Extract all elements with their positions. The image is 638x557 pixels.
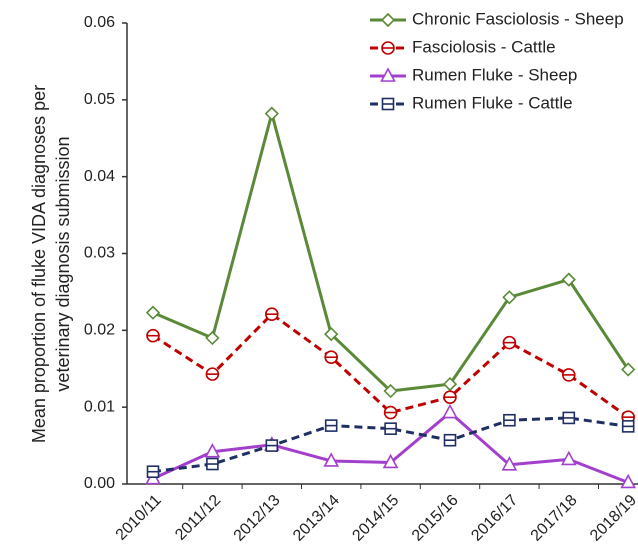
- point: [442, 376, 458, 392]
- series-line: [152, 112, 630, 393]
- x-tick-label: 2017/18: [528, 492, 581, 545]
- y-tick-label: 0.02: [84, 322, 115, 339]
- point: [620, 473, 637, 489]
- series-line: [152, 416, 629, 474]
- y-tick-label: 0.01: [84, 398, 115, 415]
- x-tick-label: 2010/11: [113, 492, 165, 544]
- x-tick-label: 2015/16: [409, 492, 462, 545]
- point: [382, 453, 399, 469]
- point: [502, 290, 517, 305]
- x-tick-label: 2018/19: [587, 492, 638, 545]
- legend-label: Rumen Fluke - Sheep: [412, 65, 577, 84]
- series-line: [152, 312, 630, 419]
- x-tick-label: 2016/17: [468, 492, 521, 545]
- point: [324, 327, 339, 342]
- point: [323, 452, 340, 467]
- point: [560, 450, 577, 466]
- y-tick-label: 0.00: [84, 475, 115, 492]
- y-tick-label: 0.05: [84, 91, 115, 108]
- point: [264, 106, 279, 121]
- y-label-line: veterinary diagnosis submission: [53, 136, 73, 391]
- point: [204, 443, 221, 458]
- legend-label: Fasciolosis - Cattle: [412, 37, 556, 56]
- y-tick-label: 0.04: [84, 168, 115, 185]
- x-tick-label: 2012/13: [231, 492, 284, 545]
- y-tick-label: 0.03: [84, 245, 115, 262]
- x-tick-label: 2011/12: [172, 492, 224, 544]
- y-tick-label: 0.06: [84, 14, 115, 31]
- point: [561, 272, 576, 287]
- y-axis-label: Mean proportion of fluke VIDA diagnoses …: [29, 85, 73, 443]
- point: [442, 403, 458, 419]
- point: [383, 383, 398, 399]
- point: [501, 456, 518, 471]
- legend-marker: [380, 12, 396, 28]
- y-label-line: Mean proportion of fluke VIDA diagnoses …: [29, 85, 49, 443]
- legend-marker: [380, 67, 396, 82]
- point: [621, 362, 636, 377]
- x-tick-label: 2013/14: [290, 492, 343, 545]
- x-tick-label: 2014/15: [349, 492, 402, 545]
- point: [145, 305, 161, 320]
- point: [205, 330, 220, 346]
- legend-label: Rumen Fluke - Cattle: [412, 93, 573, 112]
- legend-label: Chronic Fasciolosis - Sheep: [412, 9, 624, 28]
